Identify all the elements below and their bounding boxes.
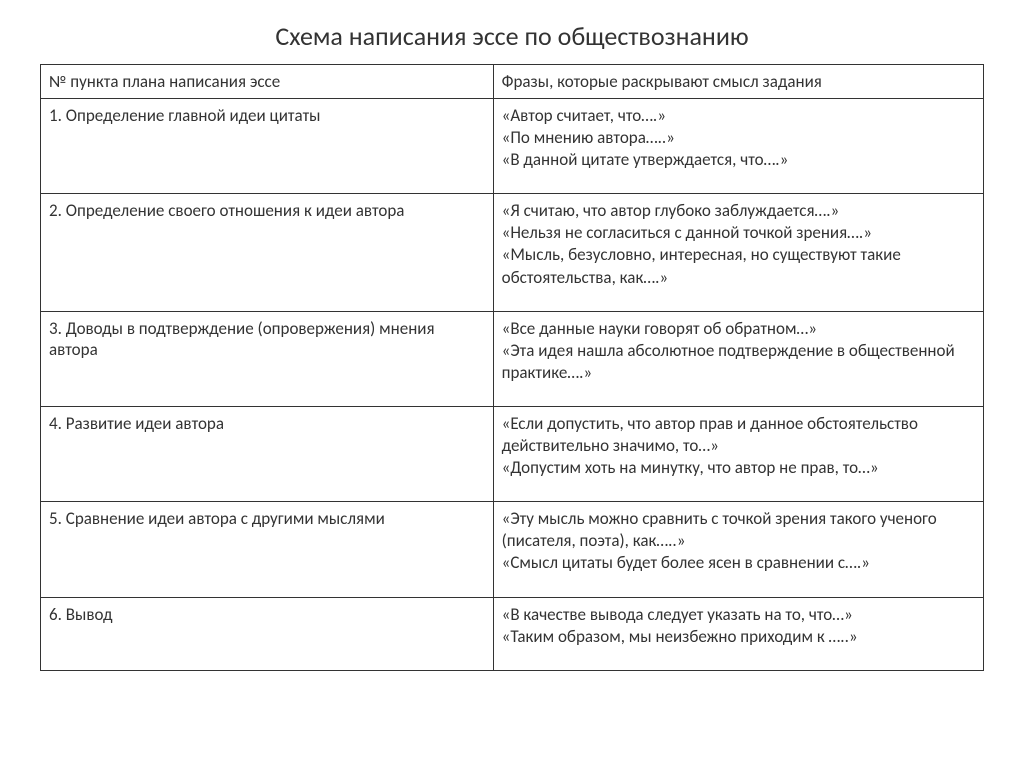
phrases-cell: «Все данные науки говорят об обратном…»«… [493, 311, 983, 406]
phrase-line: «Мысль, безусловно, интересная, но сущес… [502, 244, 975, 288]
table-row: 5. Сравнение идеи автора с другими мысля… [41, 502, 984, 597]
header-plan: № пункта плана написания эссе [41, 65, 494, 99]
plan-cell: 5. Сравнение идеи автора с другими мысля… [41, 502, 494, 597]
phrase-line: «По мнению автора…..» [502, 127, 975, 149]
plan-cell: 4. Развитие идеи автора [41, 406, 494, 501]
phrase-line: «Допустим хоть на минутку, что автор не … [502, 457, 975, 479]
table-row: 3. Доводы в подтверждение (опровержения)… [41, 311, 984, 406]
phrase-line: «Нельзя не согласиться с данной точкой з… [502, 222, 975, 244]
table-body: 1. Определение главной идеи цитаты«Автор… [41, 99, 984, 671]
page-title: Схема написания эссе по обществознанию [40, 20, 984, 52]
phrase-line: «В качестве вывода следует указать на то… [502, 604, 975, 626]
plan-cell: 3. Доводы в подтверждение (опровержения)… [41, 311, 494, 406]
table-row: 2. Определение своего отношения к идеи а… [41, 194, 984, 311]
phrase-line: «В данной цитате утверждается, что….» [502, 149, 975, 171]
plan-cell: 6. Вывод [41, 597, 494, 670]
table-row: 6. Вывод «В качестве вывода следует указа… [41, 597, 984, 670]
phrases-cell: «Я считаю, что автор глубоко заблуждаетс… [493, 194, 983, 311]
plan-cell: 2. Определение своего отношения к идеи а… [41, 194, 494, 311]
essay-scheme-table: № пункта плана написания эссе Фразы, кот… [40, 64, 984, 671]
phrases-cell: «Автор считает, что….»«По мнению автора…… [493, 99, 983, 194]
phrase-line: «Смысл цитаты будет более ясен в сравнен… [502, 552, 975, 574]
phrases-cell: «Эту мысль можно сравнить с точкой зрени… [493, 502, 983, 597]
plan-cell: 1. Определение главной идеи цитаты [41, 99, 494, 194]
phrase-line: «Если допустить, что автор прав и данное… [502, 413, 975, 457]
phrase-line: «Эту мысль можно сравнить с точкой зрени… [502, 508, 975, 552]
table-row: 1. Определение главной идеи цитаты«Автор… [41, 99, 984, 194]
phrase-line: «Эта идея нашла абсолютное подтверждение… [502, 340, 975, 384]
phrase-line: «Автор считает, что….» [502, 105, 975, 127]
table-header-row: № пункта плана написания эссе Фразы, кот… [41, 65, 984, 99]
phrases-cell: «В качестве вывода следует указать на то… [493, 597, 983, 670]
phrases-cell: «Если допустить, что автор прав и данное… [493, 406, 983, 501]
phrase-line: «Таким образом, мы неизбежно приходим к … [502, 626, 975, 648]
table-row: 4. Развитие идеи автора«Если допустить, … [41, 406, 984, 501]
header-phrases: Фразы, которые раскрывают смысл задания [493, 65, 983, 99]
phrase-line: «Все данные науки говорят об обратном…» [502, 318, 975, 340]
phrase-line: «Я считаю, что автор глубоко заблуждаетс… [502, 200, 975, 222]
